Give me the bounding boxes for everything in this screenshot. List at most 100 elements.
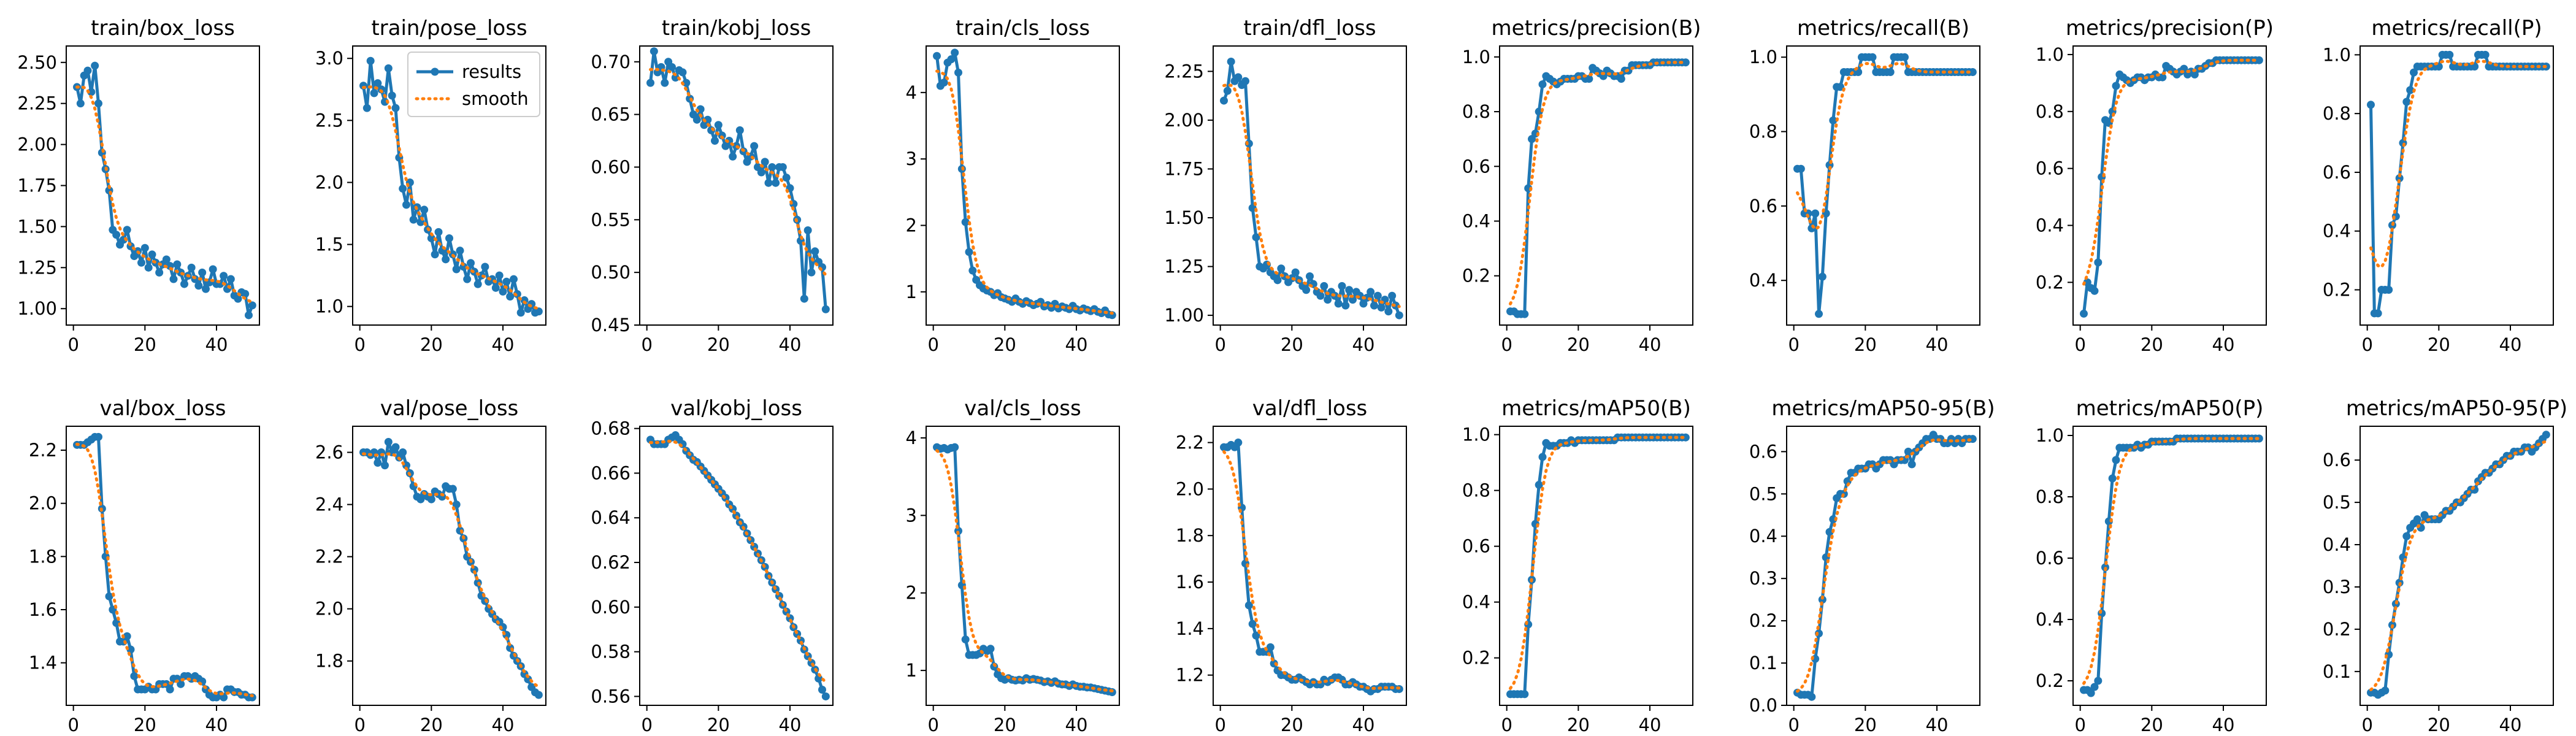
y-tick-label: 4: [906, 82, 917, 103]
results-point: [384, 64, 393, 72]
axes-frame: [1786, 45, 1980, 326]
results-point: [180, 280, 188, 288]
y-tick-label: 2.50: [17, 52, 57, 73]
results-point: [241, 289, 250, 298]
results-point: [1818, 272, 1827, 281]
results-point: [1907, 460, 1916, 469]
x-tick-label: 20: [707, 334, 730, 355]
results-point: [452, 265, 461, 274]
results-point: [1320, 282, 1328, 290]
results-point: [1384, 307, 1393, 316]
chart-metrics-precision-p: metrics/precision(P) 0 20 40 0.2 0.4 0.6 0.8 1.0: [2036, 16, 2274, 355]
chart-title: metrics/mAP50(B): [1501, 396, 1691, 421]
chart-title: metrics/precision(B): [1492, 16, 1701, 40]
results-point: [1535, 481, 1543, 489]
results-point: [750, 142, 759, 150]
x-tick-label: 40: [1926, 715, 1949, 735]
results-point: [130, 672, 139, 680]
plot-area: [2080, 434, 2263, 697]
chart-title: train/dfl_loss: [1243, 16, 1376, 40]
results-point: [502, 277, 511, 286]
axes-frame: [352, 45, 546, 326]
results-point: [445, 234, 453, 242]
y-tick-label: 2.00: [1164, 110, 1204, 131]
results-point: [173, 260, 182, 269]
results-point: [220, 272, 228, 280]
results-point: [714, 121, 723, 129]
y-tick-label: 1.25: [17, 257, 57, 278]
y-tick-label: 0.0: [1749, 695, 1777, 716]
results-point: [735, 126, 744, 134]
results-line: [1224, 441, 1400, 693]
y-tick-label: 0.58: [591, 642, 631, 662]
x-tick-label: 20: [994, 715, 1016, 735]
plot-area: [73, 61, 256, 320]
y-tick-label: 2.25: [1164, 61, 1204, 82]
x-tick-label: 40: [1065, 715, 1088, 735]
y-tick-label: 1.0: [1749, 47, 1777, 67]
results-point: [226, 275, 235, 283]
results-point: [220, 693, 228, 702]
x-tick-label: 20: [2428, 334, 2450, 355]
y-tick-label: 1.4: [1176, 618, 1204, 639]
results-point: [1220, 96, 1228, 105]
results-point: [1302, 286, 1311, 294]
y-tick-label: 1.75: [17, 175, 57, 196]
results-point: [1617, 75, 1625, 83]
y-tick-label: 2.2: [29, 440, 57, 461]
y-tick-label: 1.5: [315, 234, 343, 255]
results-point: [1968, 67, 1977, 76]
results-line: [649, 50, 827, 310]
y-tick-label: 1.25: [1164, 256, 1204, 277]
results-point: [2385, 286, 2393, 294]
y-tick-label: 0.70: [591, 52, 631, 72]
x-tick-label: 40: [2212, 715, 2235, 735]
x-tick-label: 20: [420, 715, 443, 735]
results-point: [2083, 278, 2091, 286]
chart-val-cls-loss: val/cls_loss 0 20 40 1 2 3 4: [906, 396, 1120, 735]
axes-frame: [1213, 45, 1407, 326]
results-point: [1367, 288, 1375, 296]
y-tick-label: 0.6: [2036, 548, 2064, 569]
results-point: [1359, 299, 1368, 308]
smooth-line: [75, 85, 254, 304]
results-point: [388, 91, 396, 100]
plot-area: [1506, 433, 1690, 699]
results-point: [1868, 53, 1877, 61]
results-point: [671, 74, 680, 82]
axes-frame: [1499, 45, 1693, 326]
results-point: [1585, 75, 1593, 83]
y-tick-label: 2.00: [17, 134, 57, 155]
results-point: [646, 79, 654, 87]
x-tick-label: 40: [492, 334, 515, 355]
y-tick-label: 1.50: [17, 216, 57, 237]
y-tick-label: 1.0: [315, 296, 343, 317]
y-tick-label: 0.3: [1749, 568, 1777, 589]
y-tick-label: 1.0: [2036, 425, 2064, 446]
results-point: [803, 226, 812, 234]
smooth-line: [649, 439, 827, 684]
legend-results-marker: [431, 67, 439, 76]
results-point: [248, 301, 256, 310]
x-tick-label: 20: [420, 334, 443, 355]
x-tick-label: 0: [927, 334, 938, 355]
results-point: [761, 158, 769, 166]
y-tick-label: 0.4: [1462, 592, 1490, 613]
results-point: [711, 137, 719, 145]
y-tick-label: 0.1: [1749, 653, 1777, 673]
results-point: [947, 55, 956, 64]
results-point: [1252, 631, 1260, 640]
y-tick-label: 2.25: [17, 93, 57, 114]
y-tick-label: 0.6: [1749, 441, 1777, 462]
results-point: [2112, 456, 2120, 464]
plot-area: [2080, 56, 2263, 318]
y-tick-label: 1.8: [315, 651, 343, 672]
y-tick-label: 0.2: [1749, 610, 1777, 631]
results-point: [1338, 282, 1346, 290]
y-tick-label: 1.2: [1176, 665, 1204, 686]
results-point: [148, 250, 156, 259]
chart-metrics-recall-p: metrics/recall(P) 0 20 40 0.2 0.4 0.6 0.8 1.0: [2323, 16, 2554, 355]
axes-frame: [2359, 426, 2554, 706]
y-tick-label: 2.0: [315, 599, 343, 619]
results-point: [427, 495, 435, 504]
